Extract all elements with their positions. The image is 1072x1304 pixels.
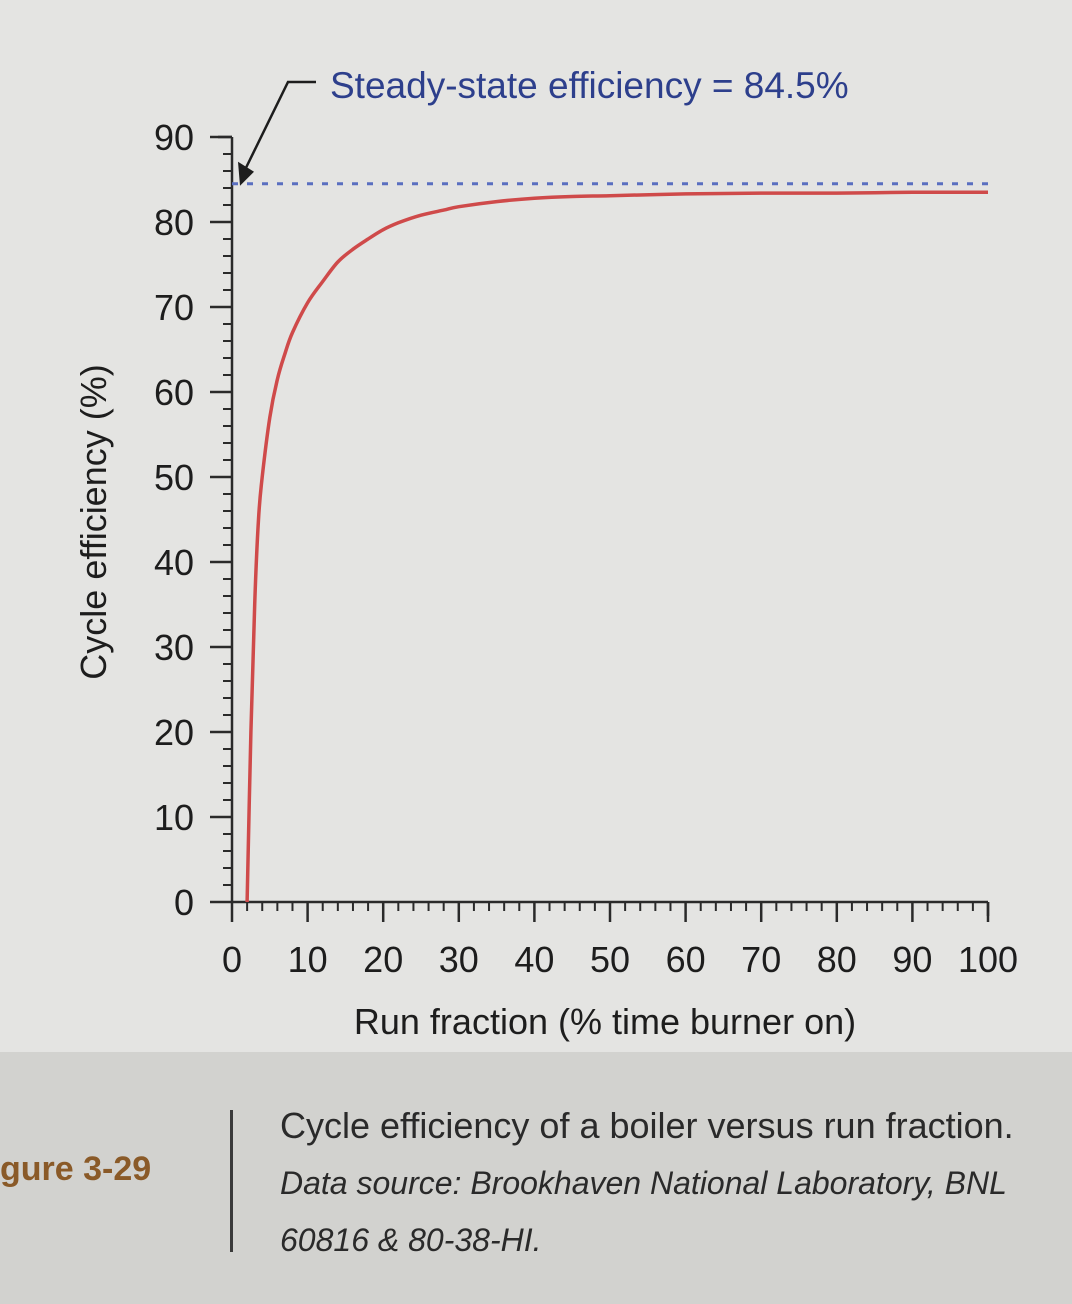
- y-tick-label: 60: [154, 372, 194, 413]
- x-tick-label: 60: [666, 939, 706, 980]
- x-tick-label: 80: [817, 939, 857, 980]
- x-tick-label: 50: [590, 939, 630, 980]
- axes: 0 10 20 30 40 50 60 70 80 90 0 10 20 30 40 50 60 70 80 90 10…: [154, 117, 1018, 980]
- y-tick-label: 20: [154, 712, 194, 753]
- x-tick-label: 100: [958, 939, 1018, 980]
- annotation-leader-line: [244, 80, 316, 169]
- caption-main: Cycle efficiency of a boiler versus run …: [280, 1105, 1014, 1146]
- caption-band: [0, 1052, 1072, 1304]
- efficiency-chart: 0 10 20 30 40 50 60 70 80 90 0 10 20 30 40 50 60 70 80 90 10…: [73, 65, 1018, 1042]
- series-layer: [245, 190, 989, 903]
- y-tick-label: 40: [154, 542, 194, 583]
- x-tick-label: 70: [741, 939, 781, 980]
- figure-number: gure 3-29: [0, 1150, 152, 1188]
- y-axis-label: Cycle efficiency (%): [73, 364, 114, 679]
- x-axis-label: Run fraction (% time burner on): [354, 1001, 856, 1042]
- x-tick-label: 90: [892, 939, 932, 980]
- steady-state-annotation: Steady-state efficiency = 84.5%: [330, 65, 849, 106]
- efficiency-curve: [245, 190, 989, 903]
- x-tick-label: 0: [222, 939, 242, 980]
- caption-source: Data source: Brookhaven National Laborat…: [280, 1165, 1007, 1258]
- y-tick-label: 90: [154, 117, 194, 158]
- x-tick-label: 30: [439, 939, 479, 980]
- x-tick-label: 10: [288, 939, 328, 980]
- y-tick-label: 50: [154, 457, 194, 498]
- x-tick-label: 40: [514, 939, 554, 980]
- annotation-layer: Steady-state efficiency = 84.5%: [238, 65, 849, 186]
- x-tick-label: 20: [363, 939, 403, 980]
- y-tick-label: 10: [154, 797, 194, 838]
- y-tick-label: 70: [154, 287, 194, 328]
- annotation-arrowhead: [238, 161, 254, 186]
- y-tick-label: 80: [154, 202, 194, 243]
- figure-caption: Cycle efficiency of a boiler versus run …: [280, 1098, 1050, 1268]
- y-tick-label: 30: [154, 627, 194, 668]
- y-tick-label: 0: [174, 882, 194, 923]
- caption-divider: [230, 1110, 233, 1252]
